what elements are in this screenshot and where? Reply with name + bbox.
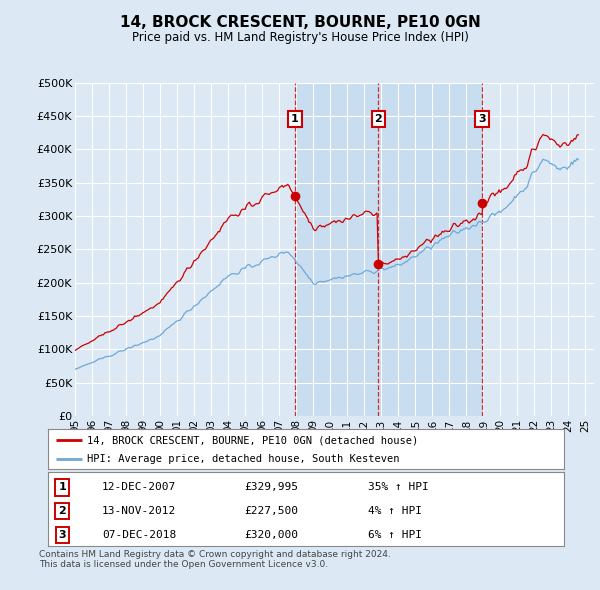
Text: 14, BROCK CRESCENT, BOURNE, PE10 0GN (detached house): 14, BROCK CRESCENT, BOURNE, PE10 0GN (de… [86,435,418,445]
Text: Contains HM Land Registry data © Crown copyright and database right 2024.
This d: Contains HM Land Registry data © Crown c… [39,550,391,569]
Text: £329,995: £329,995 [244,483,298,493]
Text: 14, BROCK CRESCENT, BOURNE, PE10 0GN: 14, BROCK CRESCENT, BOURNE, PE10 0GN [119,15,481,30]
Text: 3: 3 [59,530,66,540]
Bar [295,83,482,416]
Text: 1: 1 [291,114,299,124]
Text: 2: 2 [374,114,382,124]
Text: 1: 1 [59,483,67,493]
Text: 12-DEC-2007: 12-DEC-2007 [102,483,176,493]
Text: 13-NOV-2012: 13-NOV-2012 [102,506,176,516]
Text: 3: 3 [478,114,486,124]
Text: £320,000: £320,000 [244,530,298,540]
Text: 07-DEC-2018: 07-DEC-2018 [102,530,176,540]
Text: 35% ↑ HPI: 35% ↑ HPI [368,483,428,493]
Text: Price paid vs. HM Land Registry's House Price Index (HPI): Price paid vs. HM Land Registry's House … [131,31,469,44]
Text: £227,500: £227,500 [244,506,298,516]
Text: 2: 2 [59,506,67,516]
Text: 6% ↑ HPI: 6% ↑ HPI [368,530,422,540]
Text: HPI: Average price, detached house, South Kesteven: HPI: Average price, detached house, Sout… [86,454,399,464]
Text: 4% ↑ HPI: 4% ↑ HPI [368,506,422,516]
